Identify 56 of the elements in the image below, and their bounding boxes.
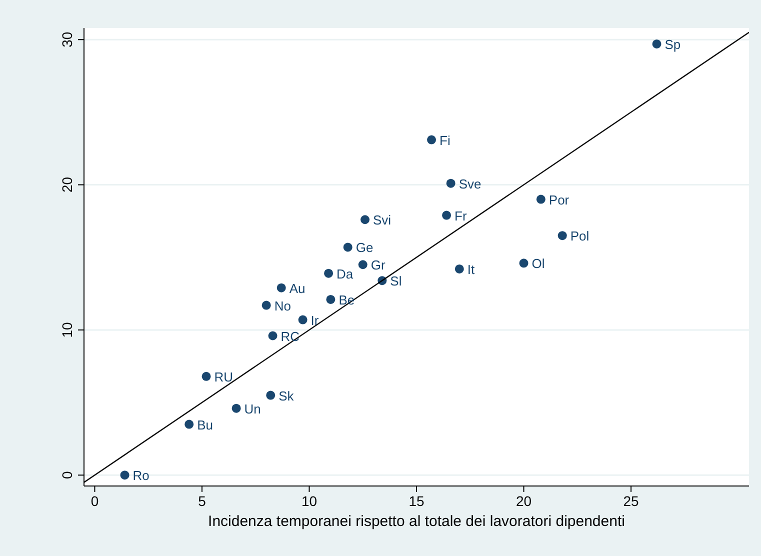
point <box>536 194 546 204</box>
point <box>519 258 528 268</box>
point <box>558 231 567 240</box>
x-tick-label: 10 <box>301 493 318 509</box>
annotation: Ge <box>356 240 374 256</box>
y-tick-label: 20 <box>59 176 75 193</box>
annotation: Be <box>338 292 355 308</box>
point <box>232 404 241 413</box>
point <box>360 215 370 224</box>
x-tick-label: 20 <box>516 493 532 509</box>
x-tick-label: 15 <box>408 493 424 509</box>
annotation: Fi <box>440 132 450 148</box>
x-tick-label: 25 <box>623 493 640 509</box>
annotation: Sve <box>458 176 482 192</box>
point <box>343 242 352 252</box>
annotation: RC <box>280 328 300 344</box>
annotation: Ol <box>532 256 545 272</box>
annotation: Ir <box>310 312 320 328</box>
annotation: Fr <box>454 208 468 224</box>
point <box>652 39 662 48</box>
point <box>120 470 130 480</box>
x-tick-label: 0 <box>90 493 99 509</box>
point <box>358 260 368 270</box>
annotation: Sk <box>278 388 294 404</box>
y-tick-label: 30 <box>59 32 75 48</box>
point <box>202 372 211 381</box>
annotation: Da <box>336 266 354 282</box>
point <box>326 294 336 304</box>
point <box>324 268 334 278</box>
annotation: Bu <box>197 417 214 432</box>
point <box>442 210 452 220</box>
point <box>276 283 286 292</box>
point <box>427 135 436 144</box>
annotation: Ro <box>132 468 150 484</box>
annotation: Pol <box>570 228 590 244</box>
annotation: Au <box>289 280 306 296</box>
point <box>298 315 308 324</box>
annotation: Un <box>244 401 261 416</box>
point <box>184 420 194 429</box>
annotation: Gr <box>370 258 386 273</box>
point <box>268 331 278 340</box>
annotation: Sl <box>390 274 402 289</box>
annotation: Por <box>548 192 570 208</box>
annotation: It <box>467 262 476 277</box>
x-axis-title: Incidenza temporanei rispetto al totale dei lavoratori dipendenti <box>208 513 625 530</box>
x-tick-label: 5 <box>198 493 206 509</box>
point <box>262 300 271 310</box>
y-tick-label: 0 <box>59 471 75 480</box>
point <box>454 264 464 274</box>
annotation: Sp <box>664 36 681 52</box>
y-tick-label: 10 <box>59 322 75 338</box>
annotation: RU <box>214 369 234 384</box>
point <box>446 178 456 188</box>
point <box>266 390 276 400</box>
annotation: Svi <box>373 212 392 228</box>
annotation: No <box>274 298 291 314</box>
